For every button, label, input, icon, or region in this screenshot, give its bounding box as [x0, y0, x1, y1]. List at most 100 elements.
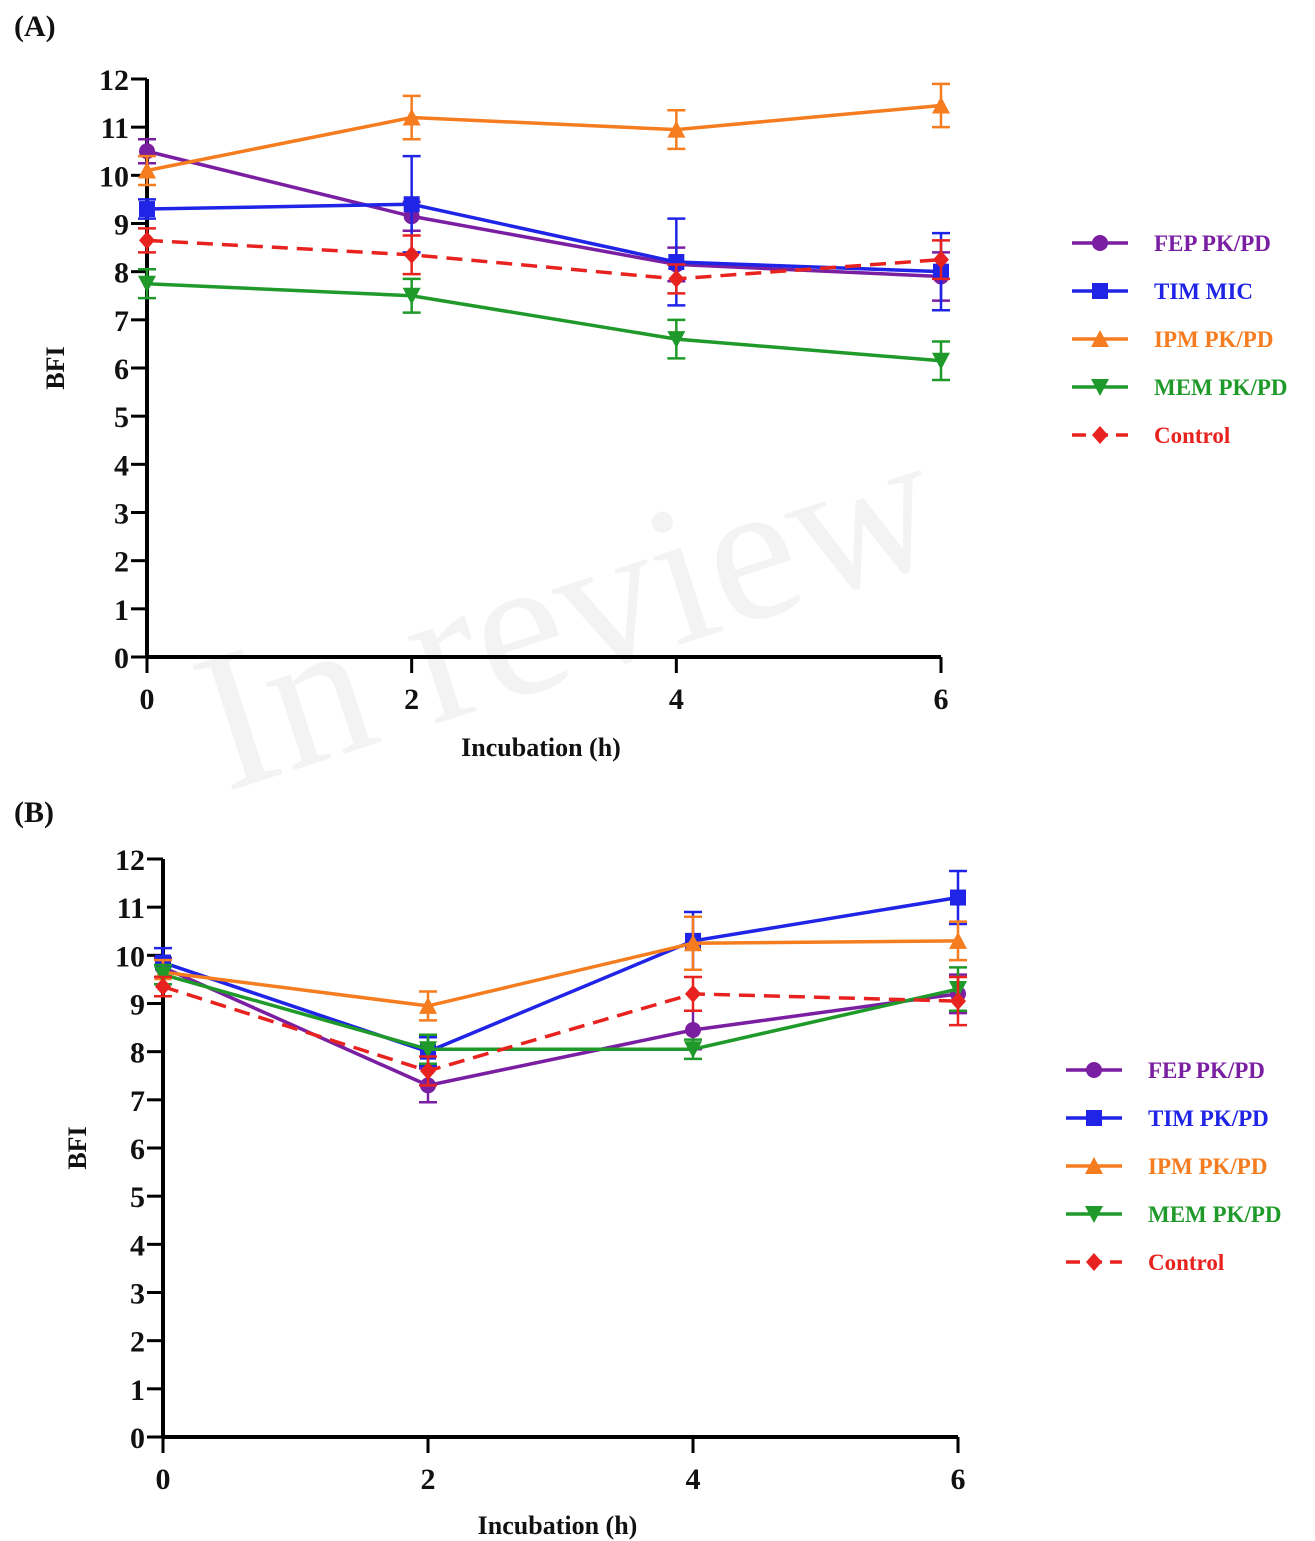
- chart-b-series-mem-pk-pd: [154, 963, 967, 1065]
- chart-a-legend-marker-ipm-pk-pd: [1091, 330, 1109, 347]
- panel-label-b: (B): [14, 796, 54, 829]
- chart-a-series-control-line: [146, 238, 942, 281]
- chart-a-legend-label-fep-pk-pd: FEP PK/PD: [1154, 231, 1271, 256]
- chart-b-xtick-label-0: 0: [156, 1463, 171, 1496]
- chart-a-ytick-label-12: 12: [99, 64, 129, 97]
- chart-b-ytick-label-0: 0: [130, 1422, 145, 1455]
- chart-a-legend-marker-control: [1092, 426, 1108, 444]
- chart-b-ytick-label-12: 12: [115, 844, 145, 877]
- chart-b-series-ipm-pk-pd-point-3: [949, 931, 967, 949]
- chart-b-legend-marker-ipm-pk-pd: [1085, 1157, 1103, 1174]
- chart-b-series-control-line: [162, 984, 959, 1073]
- chart-b-legend-marker-fep-pk-pd: [1086, 1062, 1102, 1078]
- chart-a-series-control-point-1: [403, 245, 420, 264]
- chart-b-ytick-label-1: 1: [130, 1374, 145, 1407]
- chart-b-xtick-label-2: 2: [421, 1463, 436, 1496]
- chart-b-series-control: [154, 975, 967, 1087]
- chart-b-ytick-label-10: 10: [115, 940, 145, 973]
- chart-b-series-ipm-pk-pd-point-1: [419, 996, 437, 1014]
- chart-a-legend-marker-fep-pk-pd: [1092, 235, 1108, 251]
- chart-b-legend-item-ipm-pk-pd: IPM PK/PD: [1066, 1154, 1267, 1179]
- chart-b-series-mem-pk-pd-line: [162, 972, 959, 1052]
- chart-a-series-ipm-pk-pd-line: [146, 103, 942, 173]
- chart-b-series-fep-pk-pd-line: [162, 965, 959, 1088]
- chart-a-xtick-label-0: 0: [140, 683, 155, 716]
- chart-a-series-ipm-pk-pd-point-1: [402, 108, 421, 126]
- chart-b-series-tim-pk-pd: [154, 869, 967, 1068]
- chart-b-series-ipm-pk-pd-line: [162, 939, 959, 1008]
- chart-b-ytick-label-8: 8: [130, 1037, 145, 1070]
- chart-b-series-mem-pk-pd-point-0: [154, 966, 172, 984]
- chart-a-series-control-point-3: [933, 250, 949, 269]
- chart-a-ytick-label-11: 11: [101, 112, 129, 145]
- chart-a-series-fep-pk-pd-line: [146, 149, 942, 279]
- chart-a-series-mem-pk-pd-point-2: [667, 331, 686, 349]
- chart-b-legend-item-fep-pk-pd: FEP PK/PD: [1066, 1058, 1265, 1083]
- chart-a-legend-item-control: Control: [1072, 423, 1230, 448]
- chart-b-series-control-point-3: [950, 992, 966, 1011]
- chart-a-ytick-label-10: 10: [99, 160, 129, 193]
- chart-b-series-control-point-0: [155, 977, 171, 996]
- chart-b-ytick-label-3: 3: [130, 1278, 145, 1311]
- chart-b-legend-marker-tim-pk-pd: [1086, 1110, 1102, 1126]
- chart-a-series-ipm-pk-pd-point-3: [932, 96, 950, 114]
- chart-a-series-ipm-pk-pd: [138, 82, 950, 187]
- chart-b-xtick-label-4: 4: [686, 1463, 701, 1496]
- chart-a-ytick-label-1: 1: [114, 594, 129, 627]
- chart-b-legend-marker-control: [1086, 1253, 1102, 1271]
- chart-a-xtick-label-4: 4: [669, 683, 684, 716]
- chart-a-series-tim-mic-line: [146, 202, 942, 274]
- chart-a-series-ipm-pk-pd-point-0: [138, 161, 156, 179]
- chart-b-y-axis-label: BFI: [63, 1126, 92, 1169]
- chart-b-ytick-label-5: 5: [130, 1181, 145, 1214]
- chart-a-legend-item-ipm-pk-pd: IPM PK/PD: [1072, 327, 1273, 352]
- chart-b-ytick-label-11: 11: [117, 892, 145, 925]
- chart-a-ytick-label-8: 8: [114, 257, 129, 290]
- chart-b-legend-item-control: Control: [1066, 1250, 1224, 1275]
- chart-a-legend-item-tim-mic: TIM MIC: [1072, 279, 1253, 304]
- chart-b-ytick-label-6: 6: [130, 1133, 145, 1166]
- chart-b-series-tim-pk-pd-line: [162, 895, 959, 1054]
- chart-a-legend-marker-mem-pk-pd: [1091, 379, 1109, 396]
- chart-b-series-control-point-2: [685, 984, 701, 1003]
- chart-a-legend-item-mem-pk-pd: MEM PK/PD: [1072, 375, 1288, 400]
- chart-b-legend-label-control: Control: [1148, 1250, 1224, 1275]
- chart-a-xtick-label-6: 6: [934, 683, 949, 716]
- chart-a-series-mem-pk-pd-point-3: [932, 352, 950, 370]
- chart-a-series-ipm-pk-pd-point-2: [667, 120, 686, 138]
- chart-a-ytick-label-7: 7: [114, 305, 129, 338]
- chart-a-x-axis-label: Incubation (h): [461, 733, 621, 762]
- chart-b-series-mem-pk-pd-point-2: [684, 1041, 702, 1059]
- chart-b-legend-marker-mem-pk-pd: [1085, 1206, 1103, 1223]
- chart-b-legend-label-tim-pk-pd: TIM PK/PD: [1148, 1106, 1269, 1131]
- chart-b-ytick-label-7: 7: [130, 1085, 145, 1118]
- chart-b-series-fep-pk-pd-point-2: [685, 1021, 701, 1038]
- chart-a-legend-label-tim-mic: TIM MIC: [1154, 279, 1253, 304]
- chart-b-series-tim-pk-pd-point-3: [950, 889, 966, 906]
- chart-a-ytick-label-4: 4: [114, 449, 129, 482]
- chart-b-series-control-point-1: [420, 1061, 436, 1080]
- chart-a-legend-label-control: Control: [1154, 423, 1230, 448]
- chart-b-legend-label-mem-pk-pd: MEM PK/PD: [1148, 1202, 1282, 1227]
- chart-a-ytick-label-3: 3: [114, 498, 129, 531]
- panel-label-a: (A): [14, 10, 56, 43]
- chart-b-ytick-label-2: 2: [130, 1326, 145, 1359]
- chart-b-ytick-label-4: 4: [130, 1229, 145, 1262]
- chart-a-series-control-point-0: [139, 231, 155, 250]
- chart-a-series-fep-pk-pd: [138, 137, 950, 302]
- chart-a-series-tim-mic-point-1: [403, 196, 420, 213]
- chart-a-series-tim-mic: [138, 154, 950, 312]
- chart-a-ytick-label-6: 6: [114, 353, 129, 386]
- chart-a-legend-item-fep-pk-pd: FEP PK/PD: [1072, 231, 1271, 256]
- chart-a-series-tim-mic-point-0: [139, 201, 155, 218]
- chart-a-series-control: [138, 227, 950, 295]
- chart-a-series-mem-pk-pd-point-1: [402, 287, 421, 305]
- chart-a-series-mem-pk-pd-point-0: [138, 275, 156, 293]
- chart-b-legend-item-tim-pk-pd: TIM PK/PD: [1066, 1106, 1269, 1131]
- chart-a-legend-label-ipm-pk-pd: IPM PK/PD: [1154, 327, 1273, 352]
- chart-b-legend-label-ipm-pk-pd: IPM PK/PD: [1148, 1154, 1267, 1179]
- chart-a-ytick-label-5: 5: [114, 401, 129, 434]
